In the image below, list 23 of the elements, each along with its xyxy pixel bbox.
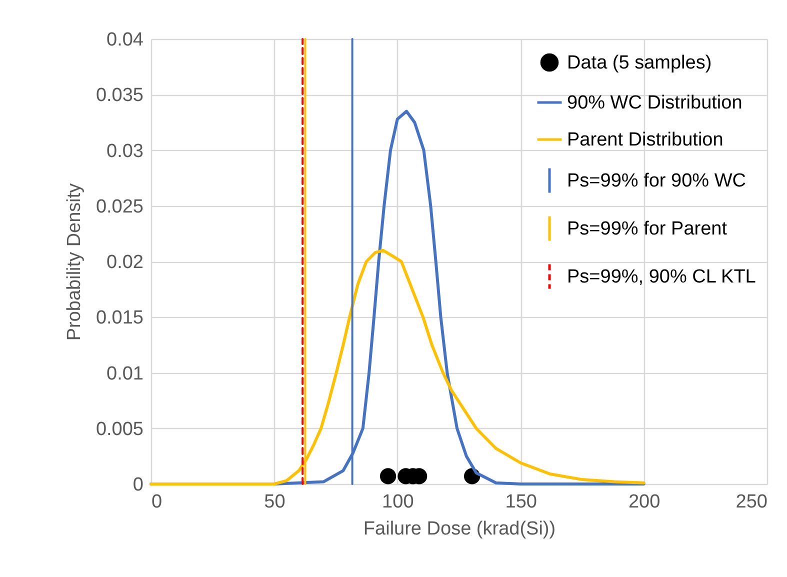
y-tick-label: 0.02 bbox=[106, 252, 144, 273]
legend-label: Ps=99%, 90% CL KTL bbox=[567, 266, 756, 288]
y-tick-label: 0.005 bbox=[96, 418, 144, 440]
legend-label: Parent Distribution bbox=[567, 130, 724, 150]
x-tick-label: 50 bbox=[264, 492, 286, 512]
y-tick-label: 0.01 bbox=[106, 363, 144, 384]
legend-label: 90% WC Distribution bbox=[567, 92, 742, 114]
y-axis-title: Probability Density bbox=[64, 182, 85, 341]
y-tick-label: 0.035 bbox=[96, 85, 144, 106]
y-tick-label: 0.025 bbox=[96, 196, 144, 218]
legend-label: Data (5 samples) bbox=[567, 52, 712, 74]
x-tick-label: 100 bbox=[382, 492, 414, 512]
legend-label: Ps=99% for Parent bbox=[567, 218, 728, 240]
y-tick-label: 0 bbox=[132, 474, 144, 496]
y-tick-label: 0.015 bbox=[96, 308, 144, 329]
x-tick-label: 200 bbox=[628, 492, 660, 512]
x-tick-label: 0 bbox=[152, 492, 162, 512]
legend-label: Ps=99% for 90% WC bbox=[567, 170, 746, 192]
y-tick-label: 0.04 bbox=[106, 30, 144, 50]
x-tick-label: 250 bbox=[736, 492, 768, 512]
x-axis-title: Failure Dose (krad(Si)) bbox=[363, 518, 556, 540]
y-tick-label: 0.03 bbox=[106, 140, 144, 162]
x-tick-label: 150 bbox=[505, 492, 537, 512]
